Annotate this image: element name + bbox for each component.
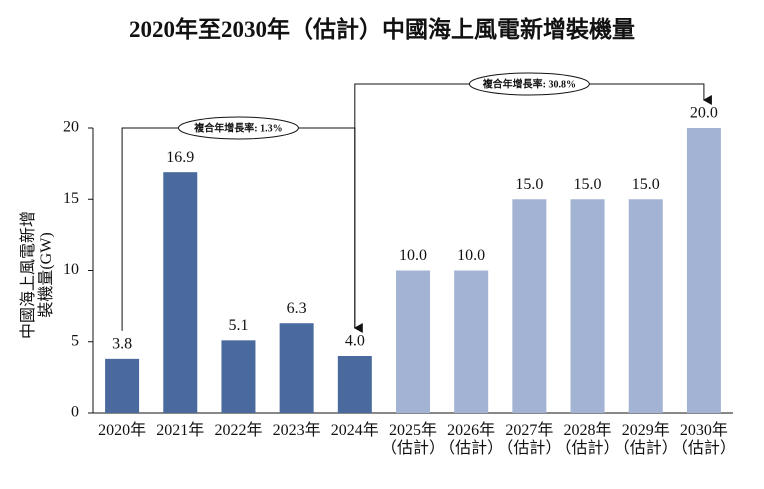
annotation: 複合年增長率: 30.8% [482, 77, 576, 90]
bar [686, 128, 721, 413]
annotation-box [177, 116, 299, 140]
x-tick-label: 2020年 [98, 422, 147, 439]
bar [163, 172, 198, 413]
x-tick-label: 2021年 [156, 422, 205, 439]
y-tick-label: 20 [63, 119, 79, 136]
data-label: 16.9 [166, 149, 194, 166]
x-tick-label: 2026年 （估計） [439, 422, 504, 457]
y-tick-label: 0 [71, 404, 79, 421]
x-tick-label: 2030年 （估計） [671, 422, 736, 457]
x-tick-label: 2024年 [330, 422, 379, 439]
x-tick-label: 2022年 [214, 422, 263, 439]
data-label: 6.3 [287, 300, 307, 317]
data-label: 10.0 [399, 247, 427, 264]
y-tick-label: 5 [71, 332, 79, 349]
bar [105, 358, 140, 413]
y-tick-label: 15 [63, 190, 79, 207]
bar [512, 199, 547, 413]
x-tick-label: 2027年 （估計） [497, 422, 562, 457]
data-label: 20.0 [690, 105, 718, 122]
x-tick-label: 2025年 （估計） [380, 422, 445, 457]
data-label: 4.0 [345, 333, 365, 350]
data-label: 3.8 [112, 336, 132, 353]
annotation-box [468, 72, 590, 96]
bar [570, 199, 605, 413]
bar [396, 270, 430, 413]
chart-title: 2020年至2030年（估計）中國海上風電新增裝機量 [129, 17, 635, 42]
bar [628, 199, 663, 413]
bar [454, 270, 489, 413]
x-tick-label: 2023年 [272, 422, 321, 439]
data-label: 15.0 [515, 176, 543, 193]
y-tick-label: 10 [63, 261, 79, 278]
bracket-line [121, 127, 363, 333]
bar [337, 356, 372, 413]
data-label: 5.1 [228, 317, 248, 334]
annotation: 複合年增長率: 1.3% [193, 121, 282, 134]
data-label: 15.0 [574, 176, 602, 193]
data-label: 15.0 [632, 176, 660, 193]
x-tick-label: 2028年 （估計） [555, 422, 620, 457]
x-tick-label: 2029年 （估計） [613, 422, 678, 457]
bar [221, 340, 256, 413]
data-label: 10.0 [457, 247, 485, 264]
bar [279, 323, 314, 413]
